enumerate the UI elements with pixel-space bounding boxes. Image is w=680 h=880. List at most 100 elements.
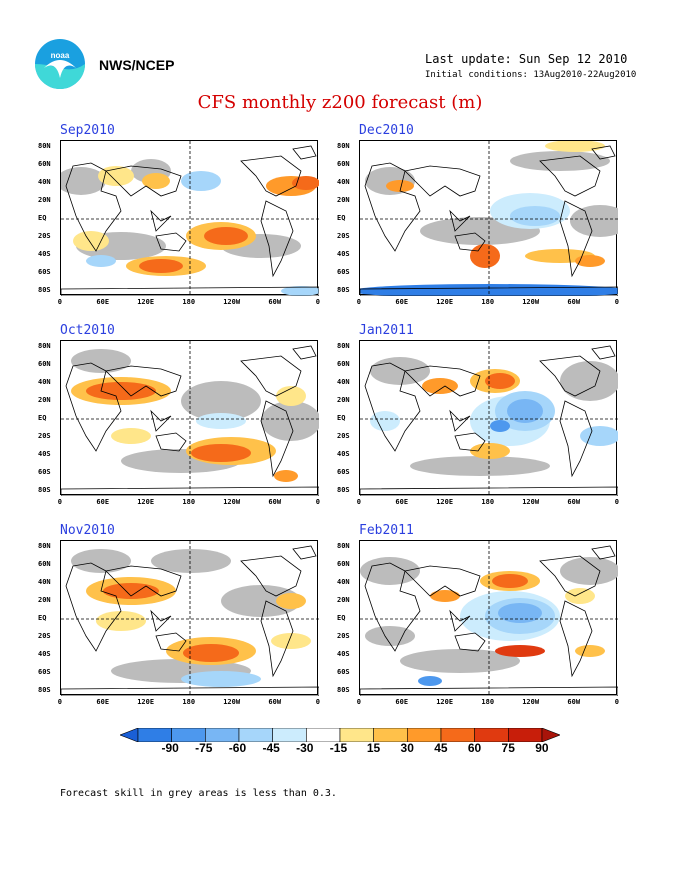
longitude-label: 0 [614, 698, 620, 706]
latitude-label: 20S [337, 632, 350, 640]
latitude-label: 40S [38, 250, 51, 258]
anomaly-contour [386, 180, 414, 192]
longitude-label: 0 [315, 498, 321, 506]
coastline [454, 432, 486, 452]
latitude-label: 40N [337, 578, 350, 586]
latitude-label: EQ [337, 214, 346, 222]
longitude-label: 0 [356, 698, 362, 706]
coastline [404, 165, 481, 197]
coastline [449, 409, 471, 432]
colorbar-tick-label: 30 [400, 741, 414, 755]
anomaly-contour [430, 590, 460, 602]
anomaly-contour [151, 549, 231, 573]
colorbar-tick-label: -30 [296, 741, 314, 755]
longitude-label: 120E [137, 298, 155, 306]
anomaly-contour [261, 401, 319, 441]
latitude-label: 40N [337, 178, 350, 186]
anomaly-contour [204, 227, 248, 245]
coastline [559, 400, 593, 478]
longitude-label: 120W [223, 498, 241, 506]
colorbar-segment [137, 728, 172, 742]
anomaly-contour [96, 611, 146, 631]
coastline [360, 486, 618, 496]
coastline [454, 232, 486, 252]
coastline [155, 232, 187, 252]
last-update: Last update: Sun Sep 12 2010 [425, 52, 628, 66]
anomaly-contour [422, 378, 458, 394]
coastline [559, 200, 593, 278]
coastline [404, 565, 481, 597]
coastline [360, 286, 618, 296]
longitude-label: 120E [137, 698, 155, 706]
anomaly-contour [498, 603, 542, 623]
latitude-label: 60N [38, 560, 51, 568]
longitude-label: 60E [395, 498, 409, 506]
longitude-label: 0 [57, 298, 63, 306]
latitude-label: EQ [337, 614, 346, 622]
longitude-label: 120E [436, 498, 454, 506]
longitude-label: 120W [522, 298, 540, 306]
svg-text:noaa: noaa [51, 51, 70, 60]
latitude-label: 80N [337, 342, 350, 350]
anomaly-contour [507, 399, 543, 423]
latitude-label: 40N [38, 578, 51, 586]
latitude-label: 40N [38, 378, 51, 386]
anomaly-contour [485, 373, 515, 389]
latitude-label: 20S [38, 632, 51, 640]
anomaly-contour [570, 205, 618, 237]
latitude-label: 60S [38, 468, 51, 476]
latitude-label: 60S [337, 268, 350, 276]
latitude-label: EQ [38, 614, 47, 622]
longitude-label: 120E [137, 498, 155, 506]
anomaly-contour [103, 583, 159, 599]
latitude-label: 80N [38, 142, 51, 150]
colorbar-segment [407, 728, 442, 742]
longitude-label: 120E [436, 298, 454, 306]
colorbar-tick-label: -15 [329, 741, 348, 755]
longitude-label: 60W [268, 298, 282, 306]
latitude-label: EQ [38, 414, 47, 422]
colorbar-tick-label: -90 [161, 741, 179, 755]
colorbar-segment [272, 728, 307, 742]
anomaly-contour [86, 255, 116, 267]
coastline [260, 400, 294, 478]
coastline [449, 209, 471, 232]
anomaly-contour [575, 645, 605, 657]
longitude-label: 60W [567, 698, 581, 706]
anomaly-contour [292, 176, 319, 190]
latitude-label: 60S [337, 468, 350, 476]
latitude-label: 40S [38, 650, 51, 658]
coastline [155, 432, 187, 452]
anomaly-map [61, 541, 319, 696]
map-panel [359, 140, 618, 296]
latitude-label: 60S [337, 668, 350, 676]
longitude-label: 120W [223, 698, 241, 706]
latitude-label: 40S [38, 450, 51, 458]
latitude-label: 40S [337, 650, 350, 658]
anomaly-contour [492, 574, 528, 588]
coastline [539, 155, 601, 197]
coastline [150, 609, 172, 632]
anomaly-contour [271, 633, 311, 649]
map-panel [60, 340, 319, 496]
latitude-label: EQ [337, 414, 346, 422]
longitude-label: 180 [481, 698, 495, 706]
anomaly-map [360, 341, 618, 496]
longitude-label: 60E [96, 298, 110, 306]
noaa-logo: noaa [34, 38, 86, 90]
initial-conditions: Initial conditions: 13Aug2010-22Aug2010 [425, 70, 637, 80]
anomaly-contour [276, 386, 306, 406]
anomaly-map [360, 141, 618, 296]
latitude-label: 60N [337, 160, 350, 168]
latitude-label: 20S [337, 432, 350, 440]
anomaly-contour [196, 413, 246, 429]
anomaly-contour [61, 167, 106, 195]
colorbar-segment [306, 728, 341, 742]
colorbar-min-arrow [120, 728, 139, 742]
colorbar-segment [508, 728, 543, 742]
latitude-label: 60N [337, 360, 350, 368]
coastline [292, 345, 317, 360]
latitude-label: 80S [38, 486, 51, 494]
longitude-label: 0 [614, 298, 620, 306]
coastline [539, 355, 601, 397]
